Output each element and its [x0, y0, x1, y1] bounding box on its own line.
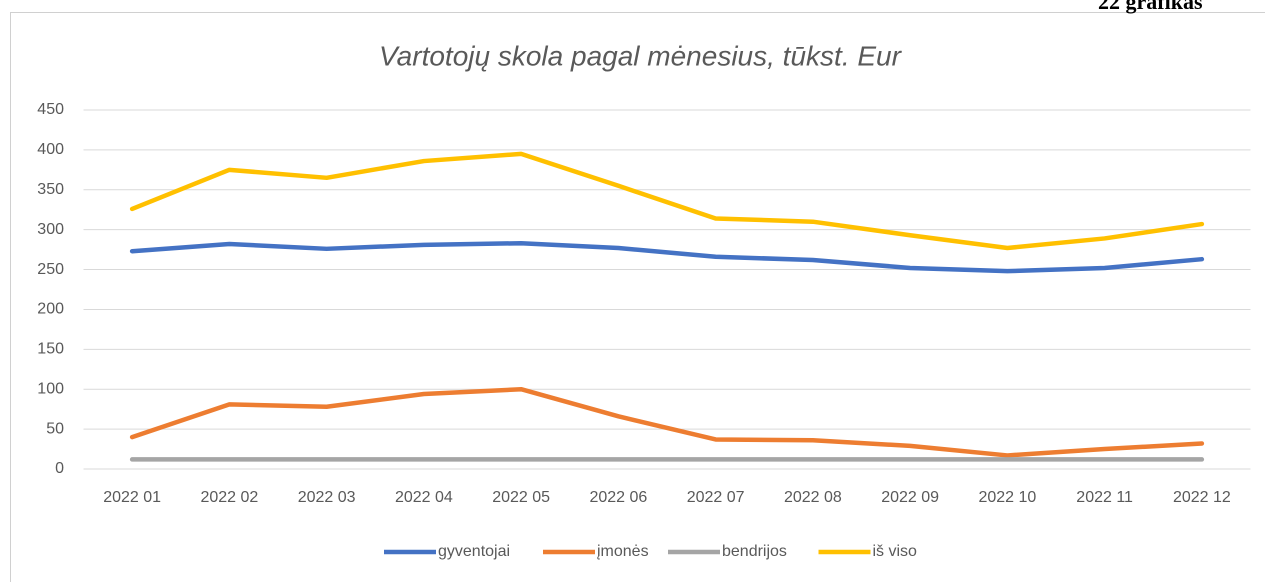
chart-title: Vartotojų skola pagal mėnesius, tūkst. E…: [379, 40, 903, 71]
x-tick-label: 2022 05: [492, 489, 550, 506]
legend-label: įmonės: [597, 543, 649, 560]
x-tick-label: 2022 10: [978, 489, 1036, 506]
x-tick-label: 2022 02: [200, 489, 258, 506]
x-tick-label: 2022 07: [687, 489, 745, 506]
y-tick-label: 100: [37, 380, 64, 397]
x-tick-label: 2022 01: [103, 489, 161, 506]
line-series: [129, 386, 1205, 458]
y-tick-label: 400: [37, 141, 64, 158]
line-series: [129, 240, 1205, 274]
x-tick-label: 2022 09: [881, 489, 939, 506]
chart-border: [10, 12, 1265, 582]
y-tick-label: 350: [37, 181, 64, 198]
y-tick-label: 150: [37, 341, 64, 358]
legend-label: gyventojai: [438, 543, 510, 560]
x-tick-label: 2022 06: [589, 489, 647, 506]
legend-label: bendrijos: [722, 543, 787, 560]
x-tick-label: 2022 12: [1173, 489, 1231, 506]
y-tick-label: 250: [37, 261, 64, 278]
x-tick-label: 2022 11: [1076, 489, 1133, 506]
caption: 22 grafikas: [1098, 0, 1203, 14]
y-tick-label: 50: [46, 420, 64, 437]
x-tick-label: 2022 04: [395, 489, 453, 506]
legend-label: iš viso: [873, 543, 918, 560]
y-tick-label: 200: [37, 301, 64, 318]
y-tick-label: 450: [37, 101, 64, 118]
x-tick-label: 2022 03: [298, 489, 356, 506]
y-tick-label: 0: [55, 460, 64, 477]
y-tick-label: 300: [37, 221, 64, 238]
line-series: [129, 151, 1205, 251]
x-tick-label: 2022 08: [784, 489, 842, 506]
